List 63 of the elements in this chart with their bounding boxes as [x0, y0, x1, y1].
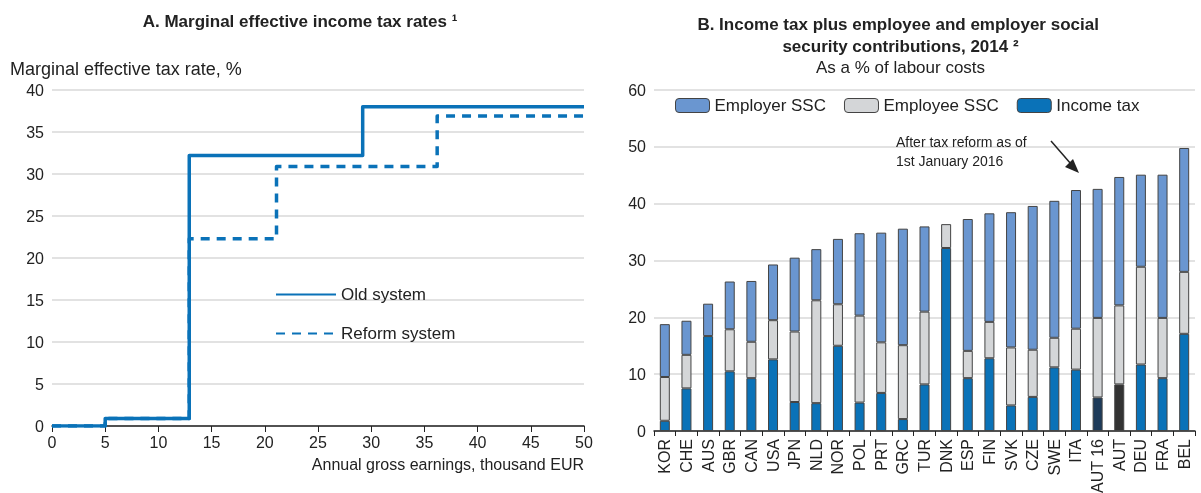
x-tick-label: GRC [894, 439, 912, 475]
x-tick-label: AUT 16 [1089, 438, 1107, 493]
x-tick-label: CAN [742, 439, 760, 473]
x-tick-label: BEL [1175, 438, 1193, 470]
y-tick-label: 40 [628, 195, 647, 213]
y-tick-label: 25 [26, 207, 45, 225]
x-tick-label: FIN [980, 439, 998, 465]
x-tick-label: JPN [786, 439, 804, 470]
x-tick-label: 30 [362, 433, 381, 451]
y-tick-label: 15 [26, 291, 45, 309]
y-tick-label: 40 [26, 81, 45, 99]
x-tick-label: 45 [521, 433, 540, 451]
y-tick-label: 10 [26, 333, 45, 351]
x-tick-label: NLD [807, 439, 825, 472]
legend-label: Employee SSC [883, 96, 999, 115]
x-tick-label: 25 [309, 433, 327, 451]
chart-title: A. Marginal effective income tax rates ¹ [142, 12, 458, 31]
x-tick-label: POL [851, 438, 869, 472]
legend-label: Employer SSC [714, 96, 826, 115]
y-tick-label: 0 [637, 422, 647, 440]
legend-label: Old system [341, 285, 427, 305]
x-tick-label: ITA [1067, 438, 1085, 463]
y-tick-label: 20 [628, 308, 647, 326]
chart-subtitle: As a % of labour costs [815, 58, 986, 77]
y-tick-label: 35 [26, 123, 45, 141]
x-tick-label: AUT [1110, 438, 1128, 471]
y-tick-label: 0 [35, 417, 45, 435]
x-tick-label: DEU [1132, 439, 1150, 473]
legend-label: Reform system [341, 324, 456, 344]
x-tick-label: 40 [468, 433, 487, 451]
x-tick-label: PRT [872, 438, 890, 471]
x-tick-label: AUS [699, 439, 717, 472]
y-axis-title: Marginal effective tax rate, % [10, 59, 242, 79]
x-tick-label: 35 [415, 433, 434, 451]
x-tick-label: DNK [937, 438, 955, 473]
x-tick-label: 20 [255, 433, 274, 451]
y-tick-label: 30 [26, 165, 45, 183]
y-tick-label: 5 [35, 375, 45, 393]
x-tick-label: 15 [202, 433, 221, 451]
x-tick-label: 5 [100, 433, 110, 451]
y-tick-label: 20 [26, 249, 45, 267]
x-tick-label: CZE [1024, 439, 1042, 471]
x-tick-label: 10 [149, 433, 168, 451]
y-tick-label: 60 [628, 81, 647, 99]
x-tick-label: USA [764, 438, 782, 472]
annotation: After tax reform as of 1st January 2016 [896, 133, 1027, 169]
x-tick-label: SVK [1002, 438, 1020, 472]
x-tick-label: CHE [677, 439, 695, 473]
x-tick-label: TUR [916, 439, 933, 472]
x-tick-label: ESP [959, 439, 977, 472]
y-tick-label: 50 [628, 138, 647, 156]
y-tick-label: 30 [628, 252, 647, 269]
legend-label: Income tax [1056, 96, 1140, 115]
chart-title: B. Income tax plus employee and employer social security contributions, 2014 ² [697, 14, 1104, 56]
x-axis-title: Annual gross earnings, thousand EUR [311, 455, 584, 473]
x-tick-label: SWE [1045, 439, 1063, 476]
x-tick-label: NOR [829, 439, 847, 475]
x-tick-label: GBR [721, 439, 739, 474]
x-tick-label: 0 [47, 433, 57, 451]
x-tick-label: FRA [1154, 438, 1172, 471]
y-tick-label: 10 [628, 365, 647, 383]
x-tick-label: 50 [575, 433, 593, 451]
x-tick-label: KOR [656, 439, 674, 474]
